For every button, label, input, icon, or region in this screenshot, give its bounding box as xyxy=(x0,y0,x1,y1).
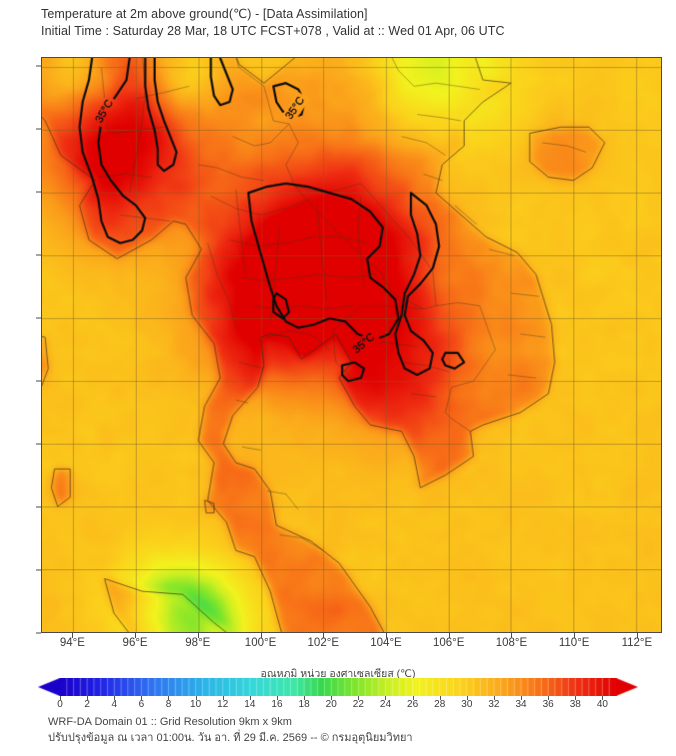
colorbar-tick-mark xyxy=(602,696,604,700)
colorbar-tick-label: 20 xyxy=(325,699,337,710)
colorbar-tick-mark xyxy=(276,696,278,700)
chart-title-block: Temperature at 2m above ground(℃) - [Dat… xyxy=(41,6,661,40)
x-tick-mark xyxy=(72,633,74,638)
colorbar-tick-mark xyxy=(439,696,441,700)
x-tick-mark xyxy=(511,633,513,638)
y-tick-mark xyxy=(36,128,41,130)
footer-block: WRF-DA Domain 01 :: Grid Resolution 9km … xyxy=(48,714,648,746)
colorbar-tick-label: 0 xyxy=(57,699,63,710)
colorbar-title: อุณหภูมิ หน่วย องศาเซลเซียส (℃) xyxy=(260,668,416,680)
colorbar-tick-label: 32 xyxy=(488,699,500,710)
colorbar-tick-mark xyxy=(466,696,468,700)
colorbar-tick-mark xyxy=(168,696,170,700)
x-tick-label: 112°E xyxy=(621,637,653,649)
colorbar-tick-label: 14 xyxy=(244,699,256,710)
colorbar-tick-mark xyxy=(331,696,333,700)
footer-line-1: WRF-DA Domain 01 :: Grid Resolution 9km … xyxy=(48,716,292,728)
x-tick-mark xyxy=(386,633,387,638)
colorbar-tick-label: 28 xyxy=(434,699,446,710)
x-tick-label: 96°E xyxy=(122,637,148,649)
colorbar-tick-label: 38 xyxy=(569,699,581,710)
colorbar-tick-label: 34 xyxy=(515,699,527,710)
colorbar-tick-label: 8 xyxy=(165,699,172,710)
title-line-1: Temperature at 2m above ground(℃) - [Dat… xyxy=(41,7,368,21)
x-tick-mark xyxy=(323,633,325,638)
colorbar-canvas xyxy=(38,678,638,696)
colorbar-tick-mark xyxy=(493,696,495,700)
colorbar-tick-label: 22 xyxy=(352,699,364,710)
colorbar-tick-label: 16 xyxy=(271,699,283,710)
title-line-2: Initial Time : Saturday 28 Mar, 18 UTC F… xyxy=(41,24,505,38)
y-tick-mark xyxy=(36,506,41,508)
colorbar-tick-label: 2 xyxy=(84,699,90,710)
colorbar-tick-mark xyxy=(60,696,61,700)
colorbar[interactable] xyxy=(38,678,638,696)
colorbar-tick-mark xyxy=(412,696,414,700)
colorbar-tick-mark xyxy=(141,696,143,700)
colorbar-tick-mark xyxy=(195,696,197,700)
colorbar-tick-label: 18 xyxy=(298,699,310,710)
x-tick-label: 108°E xyxy=(495,637,528,649)
colorbar-tick-label: 4 xyxy=(111,699,118,710)
x-tick-mark xyxy=(197,633,199,638)
x-tick-label: 106°E xyxy=(432,637,465,649)
x-tick-mark xyxy=(448,633,450,638)
colorbar-tick-mark xyxy=(87,696,89,700)
colorbar-tick-mark xyxy=(304,696,306,700)
y-tick-mark xyxy=(36,569,41,571)
x-tick-label: 94°E xyxy=(59,637,85,649)
y-tick-mark xyxy=(36,191,41,193)
colorbar-tick-mark xyxy=(222,696,224,700)
y-tick-mark xyxy=(36,380,41,382)
colorbar-tick-label: 26 xyxy=(407,699,419,710)
colorbar-tick-label: 40 xyxy=(596,699,608,710)
x-tick-label: 100°E xyxy=(244,637,277,649)
y-tick-mark xyxy=(36,65,41,67)
x-tick-label: 104°E xyxy=(370,637,402,649)
colorbar-tick-label: 36 xyxy=(542,699,554,710)
colorbar-tick-mark xyxy=(575,696,577,700)
colorbar-tick-mark xyxy=(521,696,523,700)
colorbar-tick-mark xyxy=(385,696,387,700)
footer-line-2: ปรับปรุงข้อมูล ณ เวลา 01:00น. วัน อา. ที… xyxy=(48,732,413,744)
x-tick-label: 110°E xyxy=(558,637,590,649)
colorbar-tick-mark xyxy=(114,696,116,700)
x-tick-label: 98°E xyxy=(185,637,211,649)
x-tick-mark xyxy=(135,633,137,638)
colorbar-tick-mark xyxy=(249,696,251,700)
colorbar-tick-label: 10 xyxy=(190,699,202,710)
x-tick-label: 102°E xyxy=(307,637,339,649)
y-tick-mark xyxy=(36,254,41,256)
x-tick-mark xyxy=(260,633,262,638)
colorbar-tick-label: 6 xyxy=(138,699,145,710)
colorbar-tick-label: 12 xyxy=(217,699,229,710)
y-tick-mark xyxy=(36,632,41,634)
y-tick-mark xyxy=(36,317,41,319)
temperature-heatmap-canvas xyxy=(42,58,661,632)
colorbar-tick-mark xyxy=(548,696,550,700)
colorbar-tick-label: 30 xyxy=(461,699,473,710)
y-tick-mark xyxy=(36,443,41,445)
x-tick-mark xyxy=(574,633,576,638)
colorbar-tick-mark xyxy=(358,696,360,700)
colorbar-tick-label: 24 xyxy=(379,699,392,710)
x-tick-mark xyxy=(636,633,638,638)
map-plot-area xyxy=(41,57,662,633)
